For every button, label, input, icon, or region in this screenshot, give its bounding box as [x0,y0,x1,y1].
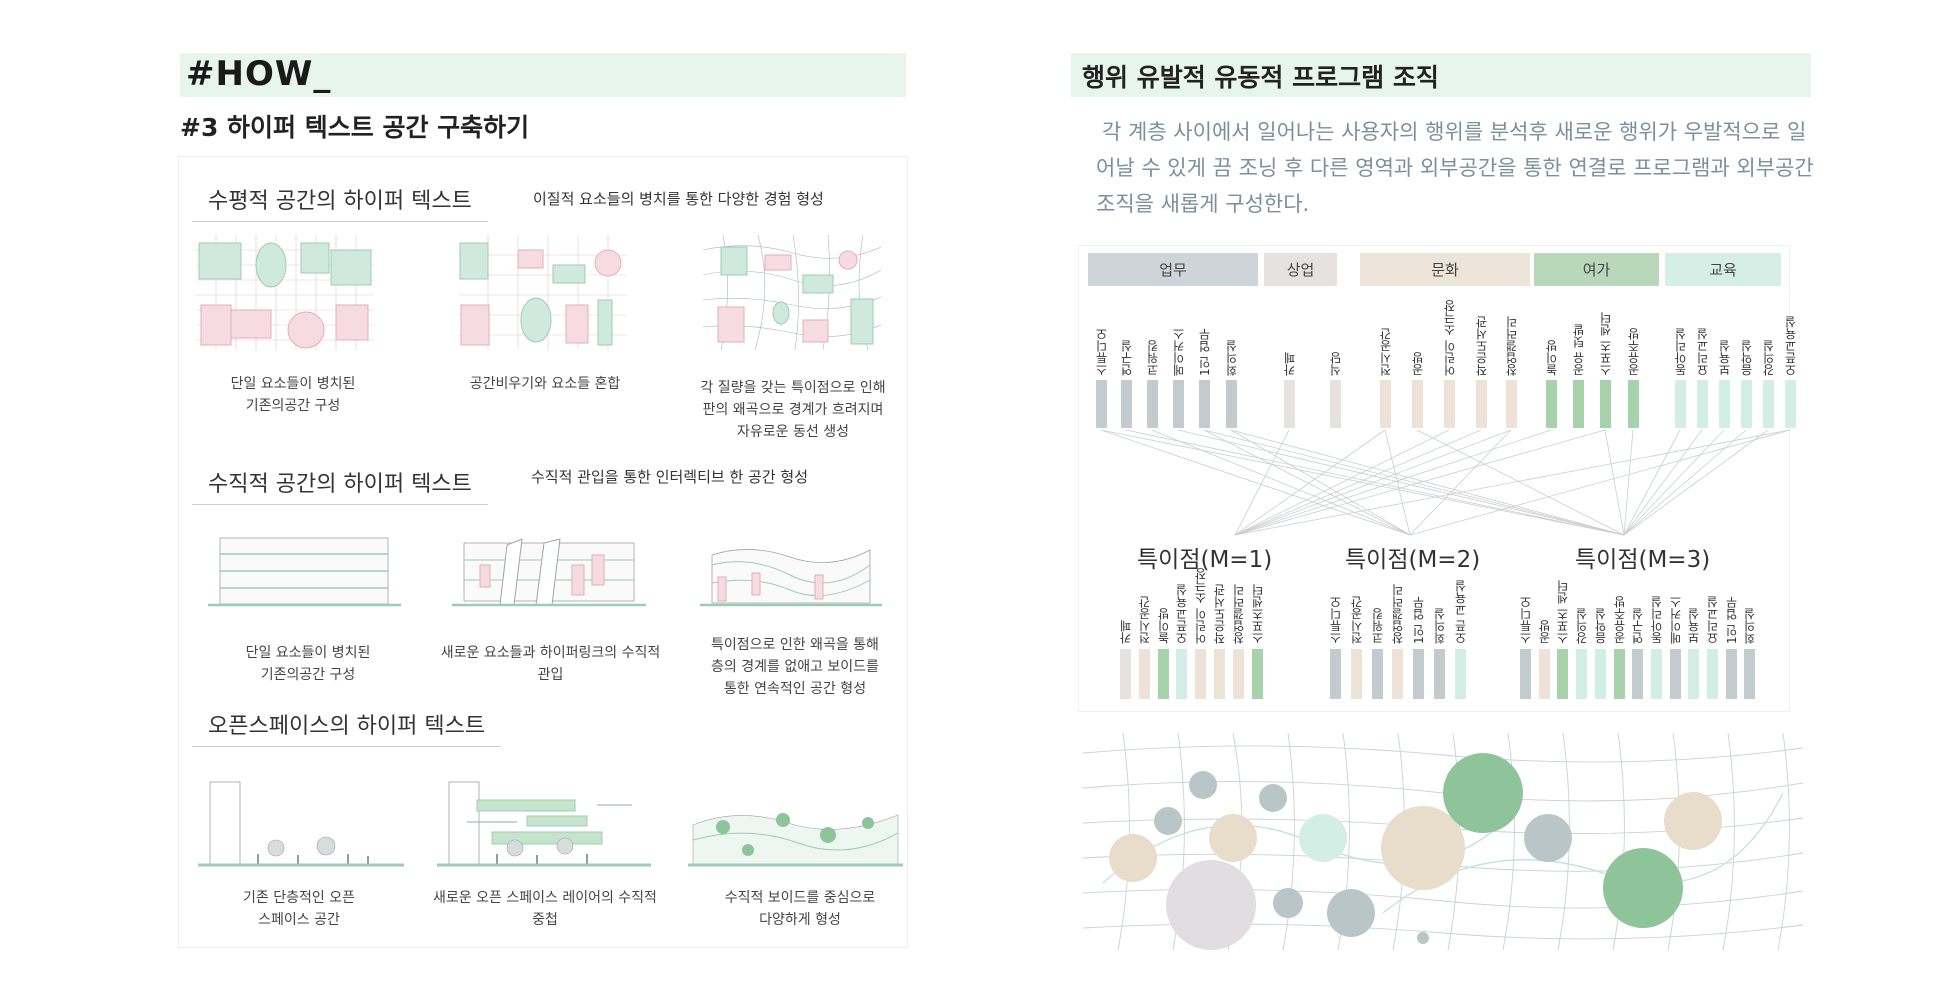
section-subheading: #3 하이퍼 텍스트 공간 구축하기 [180,113,530,142]
diagram-vertical-2 [452,538,646,607]
caption-v1: 단일 요소들이 병치된 기존의공간 구성 [245,645,371,683]
diagram-open-3 [688,813,903,867]
diagram-vertical-3 [700,549,882,607]
caption-h2: 공간비우기와 요소들 혼합 [469,376,621,392]
how-header-band [180,53,906,97]
caption-o2: 새로운 오픈 스페이스 레이어의 수직적 중첩 [433,890,657,928]
diagram-open-1 [198,781,404,867]
how-heading: #HOW_ [186,54,332,94]
diagram-horizontal-1 [196,235,374,350]
program-diagram-frame [1078,245,1790,712]
caption-v2: 새로운 요소들과 하이퍼링크의 수직적 관입 [440,645,661,683]
program-description: 각 계층 사이에서 일어나는 사용자의 행위를 분석후 새로운 행위가 우발적으… [1096,120,1814,216]
caption-o1: 기존 단층적인 오픈 스페이스 공간 [243,890,355,928]
diagram-open-2 [437,781,651,867]
caption-o3: 수직적 보이드를 중심으로 다양하게 형성 [724,890,876,928]
diagram-horizontal-2 [458,235,626,350]
caption-h3: 각 질량을 갖는 특이점으로 인해 판의 왜곡으로 경계가 흐려지며 자유로운 … [700,380,886,440]
section-note-horizontal: 이질적 요소들의 병치를 통한 다양한 경험 형성 [533,190,824,208]
caption-h1: 단일 요소들이 병치된 기존의공간 구성 [230,376,356,414]
program-map [1083,733,1803,950]
program-header-band [1071,53,1811,97]
diagram-horizontal-3 [703,235,881,350]
section-note-vertical: 수직적 관입을 통한 인터렉티브 한 공간 형성 [531,468,809,486]
section-title-openspace: 오픈스페이스의 하이퍼 텍스트 [192,708,502,747]
section-title-vertical: 수직적 공간의 하이퍼 텍스트 [192,466,488,505]
program-title: 행위 유발적 유동적 프로그램 조직 [1082,63,1439,92]
section-title-horizontal: 수평적 공간의 하이퍼 텍스트 [192,183,488,222]
diagram-vertical-1 [208,537,401,607]
caption-v3: 특이점으로 인한 왜곡을 통해 층의 경계를 없애고 보이드를 통한 연속적인 … [711,637,879,697]
